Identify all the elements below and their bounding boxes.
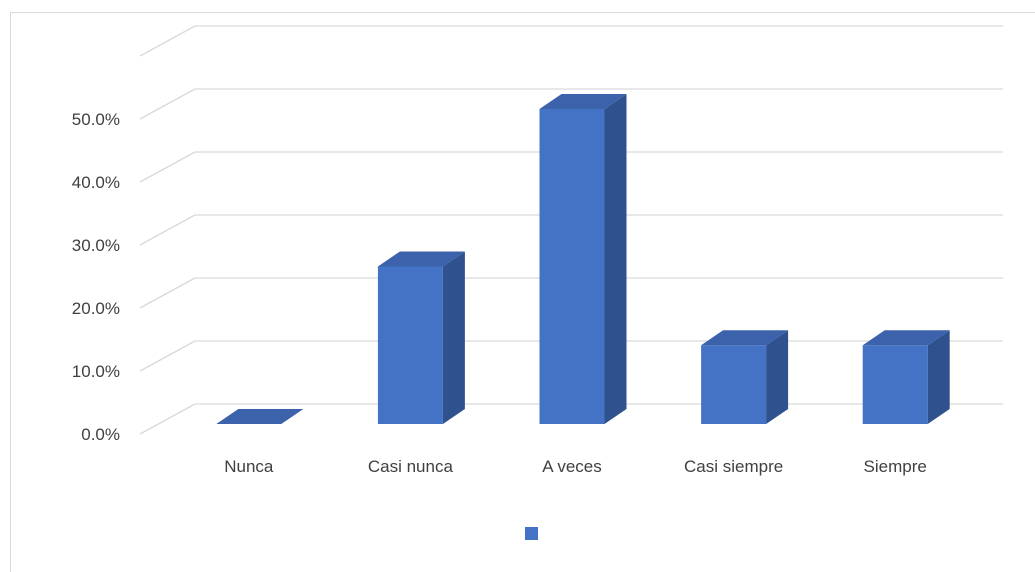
x-category-label: Casi nunca	[368, 457, 454, 476]
bar	[377, 251, 465, 424]
gridline-depth	[139, 151, 196, 183]
gridline-depth	[139, 214, 196, 246]
gridline-depth	[139, 25, 196, 57]
bar-front	[377, 266, 443, 424]
bar-front	[862, 345, 928, 424]
bar-front	[701, 345, 767, 424]
bar-top	[539, 94, 627, 109]
bar	[701, 330, 789, 424]
bar-side	[766, 330, 789, 424]
y-tick-label: 40.0%	[72, 173, 120, 192]
x-category-label: Nunca	[224, 457, 274, 476]
bar-top	[216, 409, 304, 424]
bar-side	[927, 330, 950, 424]
legend	[525, 527, 538, 540]
x-category-label: Casi siempre	[684, 457, 783, 476]
bar-top	[377, 251, 465, 267]
bar-top	[862, 330, 950, 346]
gridline-depth	[139, 340, 196, 372]
x-axis-categories: Nunca Casi nunca A veces Casi siempre Siempr…	[224, 457, 927, 476]
bar-front	[539, 109, 605, 424]
bars	[216, 94, 950, 424]
y-tick-label: 10.0%	[72, 362, 120, 381]
bar-side	[604, 94, 627, 424]
y-tick-label: 50.0%	[72, 110, 120, 129]
bar-side	[442, 251, 465, 424]
x-category-label: Siempre	[864, 457, 927, 476]
bar	[862, 330, 950, 424]
gridline-depth	[139, 88, 196, 120]
y-tick-label: 0.0%	[81, 425, 120, 444]
bar-top	[701, 330, 789, 346]
gridline-depth	[139, 403, 196, 435]
bar	[216, 409, 304, 424]
chart-frame	[10, 12, 1035, 572]
bar	[539, 94, 627, 424]
gridline-depth	[139, 277, 196, 309]
y-tick-label: 20.0%	[72, 299, 120, 318]
legend-swatch	[525, 527, 538, 540]
x-category-label: A veces	[542, 457, 602, 476]
y-tick-label: 30.0%	[72, 236, 120, 255]
y-axis-ticks: 0.0% 10.0% 20.0% 30.0% 40.0% 50.0%	[72, 110, 120, 444]
